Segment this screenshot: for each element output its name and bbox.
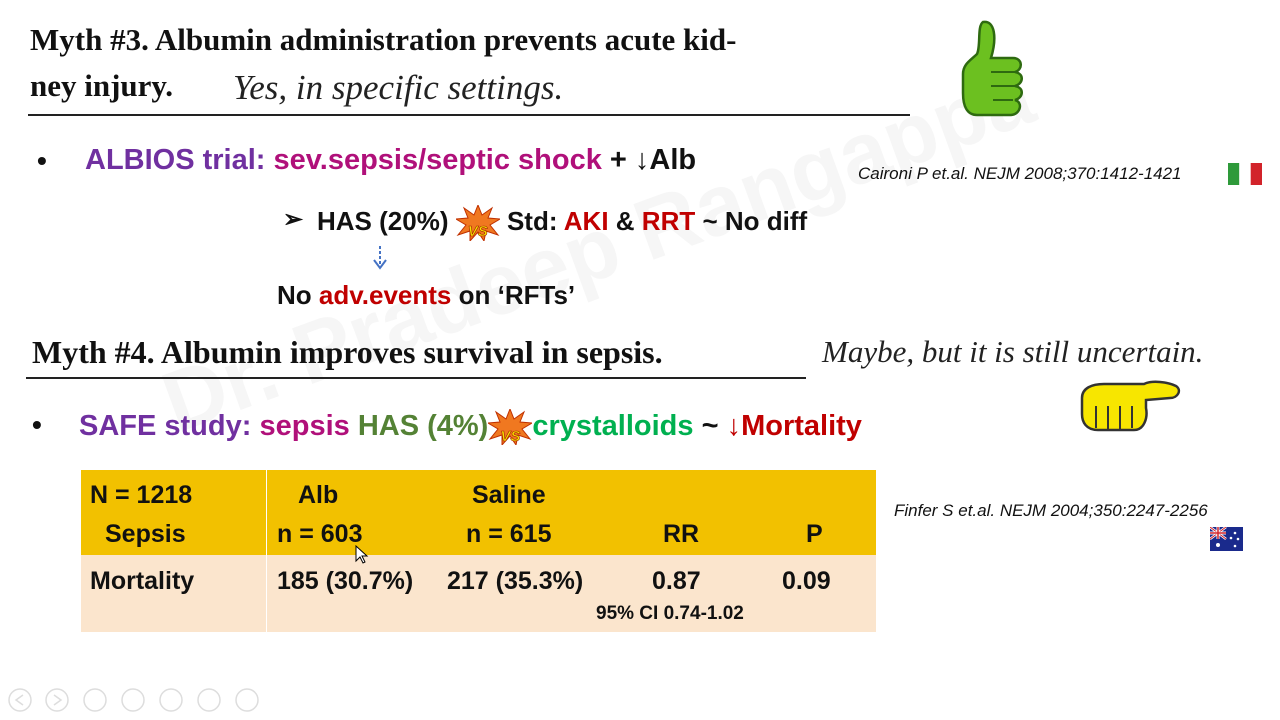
outcome: AKI [563, 206, 609, 236]
myth3-title-line1: Myth #3. Albumin administration prevents… [30, 22, 737, 57]
cell: 0.87 [652, 567, 701, 595]
header-cell: n = 603 [277, 520, 363, 548]
header-cell: Sepsis [105, 520, 186, 548]
outcome: RRT [641, 206, 696, 236]
suffix: on ‘RFTs’ [458, 280, 576, 310]
header-cell: Saline [472, 481, 546, 509]
control: Std: [506, 206, 558, 236]
myth4-verdict: Maybe, but it is still uncertain. [822, 334, 1204, 369]
cursor [355, 545, 369, 564]
extra: + ↓Alb [609, 144, 697, 176]
myth3-title-line2: ney injury. [30, 68, 173, 103]
underline [26, 377, 806, 379]
vs-icon: VS [455, 205, 500, 242]
bullet: • [37, 145, 47, 176]
joiner: & [615, 206, 635, 236]
comparison-line: HAS (20%) VS Std: AKI & RRT ~ No diff [317, 203, 808, 242]
header-cell: RR [663, 520, 700, 548]
trial-label: ALBIOS trial: [85, 144, 266, 176]
albios-line: ALBIOS trial: sev.sepsis/septic shock + … [85, 146, 696, 175]
prefix: No [277, 280, 312, 310]
vs-icon: VS [488, 409, 533, 446]
table-header [81, 470, 876, 555]
watermark: Dr. Pradeep Rangappa [150, 47, 1046, 452]
population: sepsis [259, 410, 350, 442]
joiner: ~ [701, 410, 719, 442]
thumbs-up-icon [961, 20, 1023, 117]
myth4-title: Myth #4. Albumin improves survival in se… [32, 334, 663, 370]
outcome: ↓Mortality [726, 410, 862, 442]
control: crystalloids [532, 410, 694, 442]
pointing-hand-icon [1080, 380, 1181, 432]
header-cell: N = 1218 [90, 481, 193, 509]
study-label: SAFE study: [79, 410, 252, 442]
down-arrow [373, 246, 387, 270]
safety-line: No adv.events on ‘RFTs’ [277, 282, 575, 308]
highlight: adv.events [318, 280, 452, 310]
bullet: • [32, 409, 42, 440]
table-divider [266, 470, 267, 632]
reference: Finfer S et.al. NEJM 2004;350:2247-2256 [894, 501, 1208, 520]
cell: 185 (30.7%) [277, 567, 414, 595]
slideshow-toolbar [8, 688, 259, 712]
result: ~ No diff [702, 206, 808, 236]
row-label: Mortality [90, 567, 195, 595]
vs-label: VS [467, 223, 488, 241]
header-cell: n = 615 [466, 520, 552, 548]
arm: HAS (4%) [357, 410, 489, 442]
ci-note: 95% CI 0.74-1.02 [596, 603, 744, 624]
arm: HAS (20%) [317, 206, 449, 236]
reference: Caironi P et.al. NEJM 2008;370:1412-1421 [858, 164, 1182, 183]
table-row [81, 555, 876, 632]
population: sev.sepsis/septic shock [273, 144, 602, 176]
arrow-bullet: ➢ [283, 206, 304, 233]
myth3-verdict: Yes, in specific settings. [233, 68, 564, 107]
safe-line: SAFE study: sepsis HAS (4%) VS crystalloid… [79, 407, 862, 446]
australia-flag [1210, 527, 1243, 551]
italy-flag [1228, 163, 1262, 185]
vs-label: VS [500, 428, 521, 446]
header-cell: Alb [298, 481, 339, 509]
cell: 0.09 [782, 567, 831, 595]
header-cell: P [806, 520, 823, 548]
underline [28, 114, 910, 116]
cell: 217 (35.3%) [447, 567, 584, 595]
